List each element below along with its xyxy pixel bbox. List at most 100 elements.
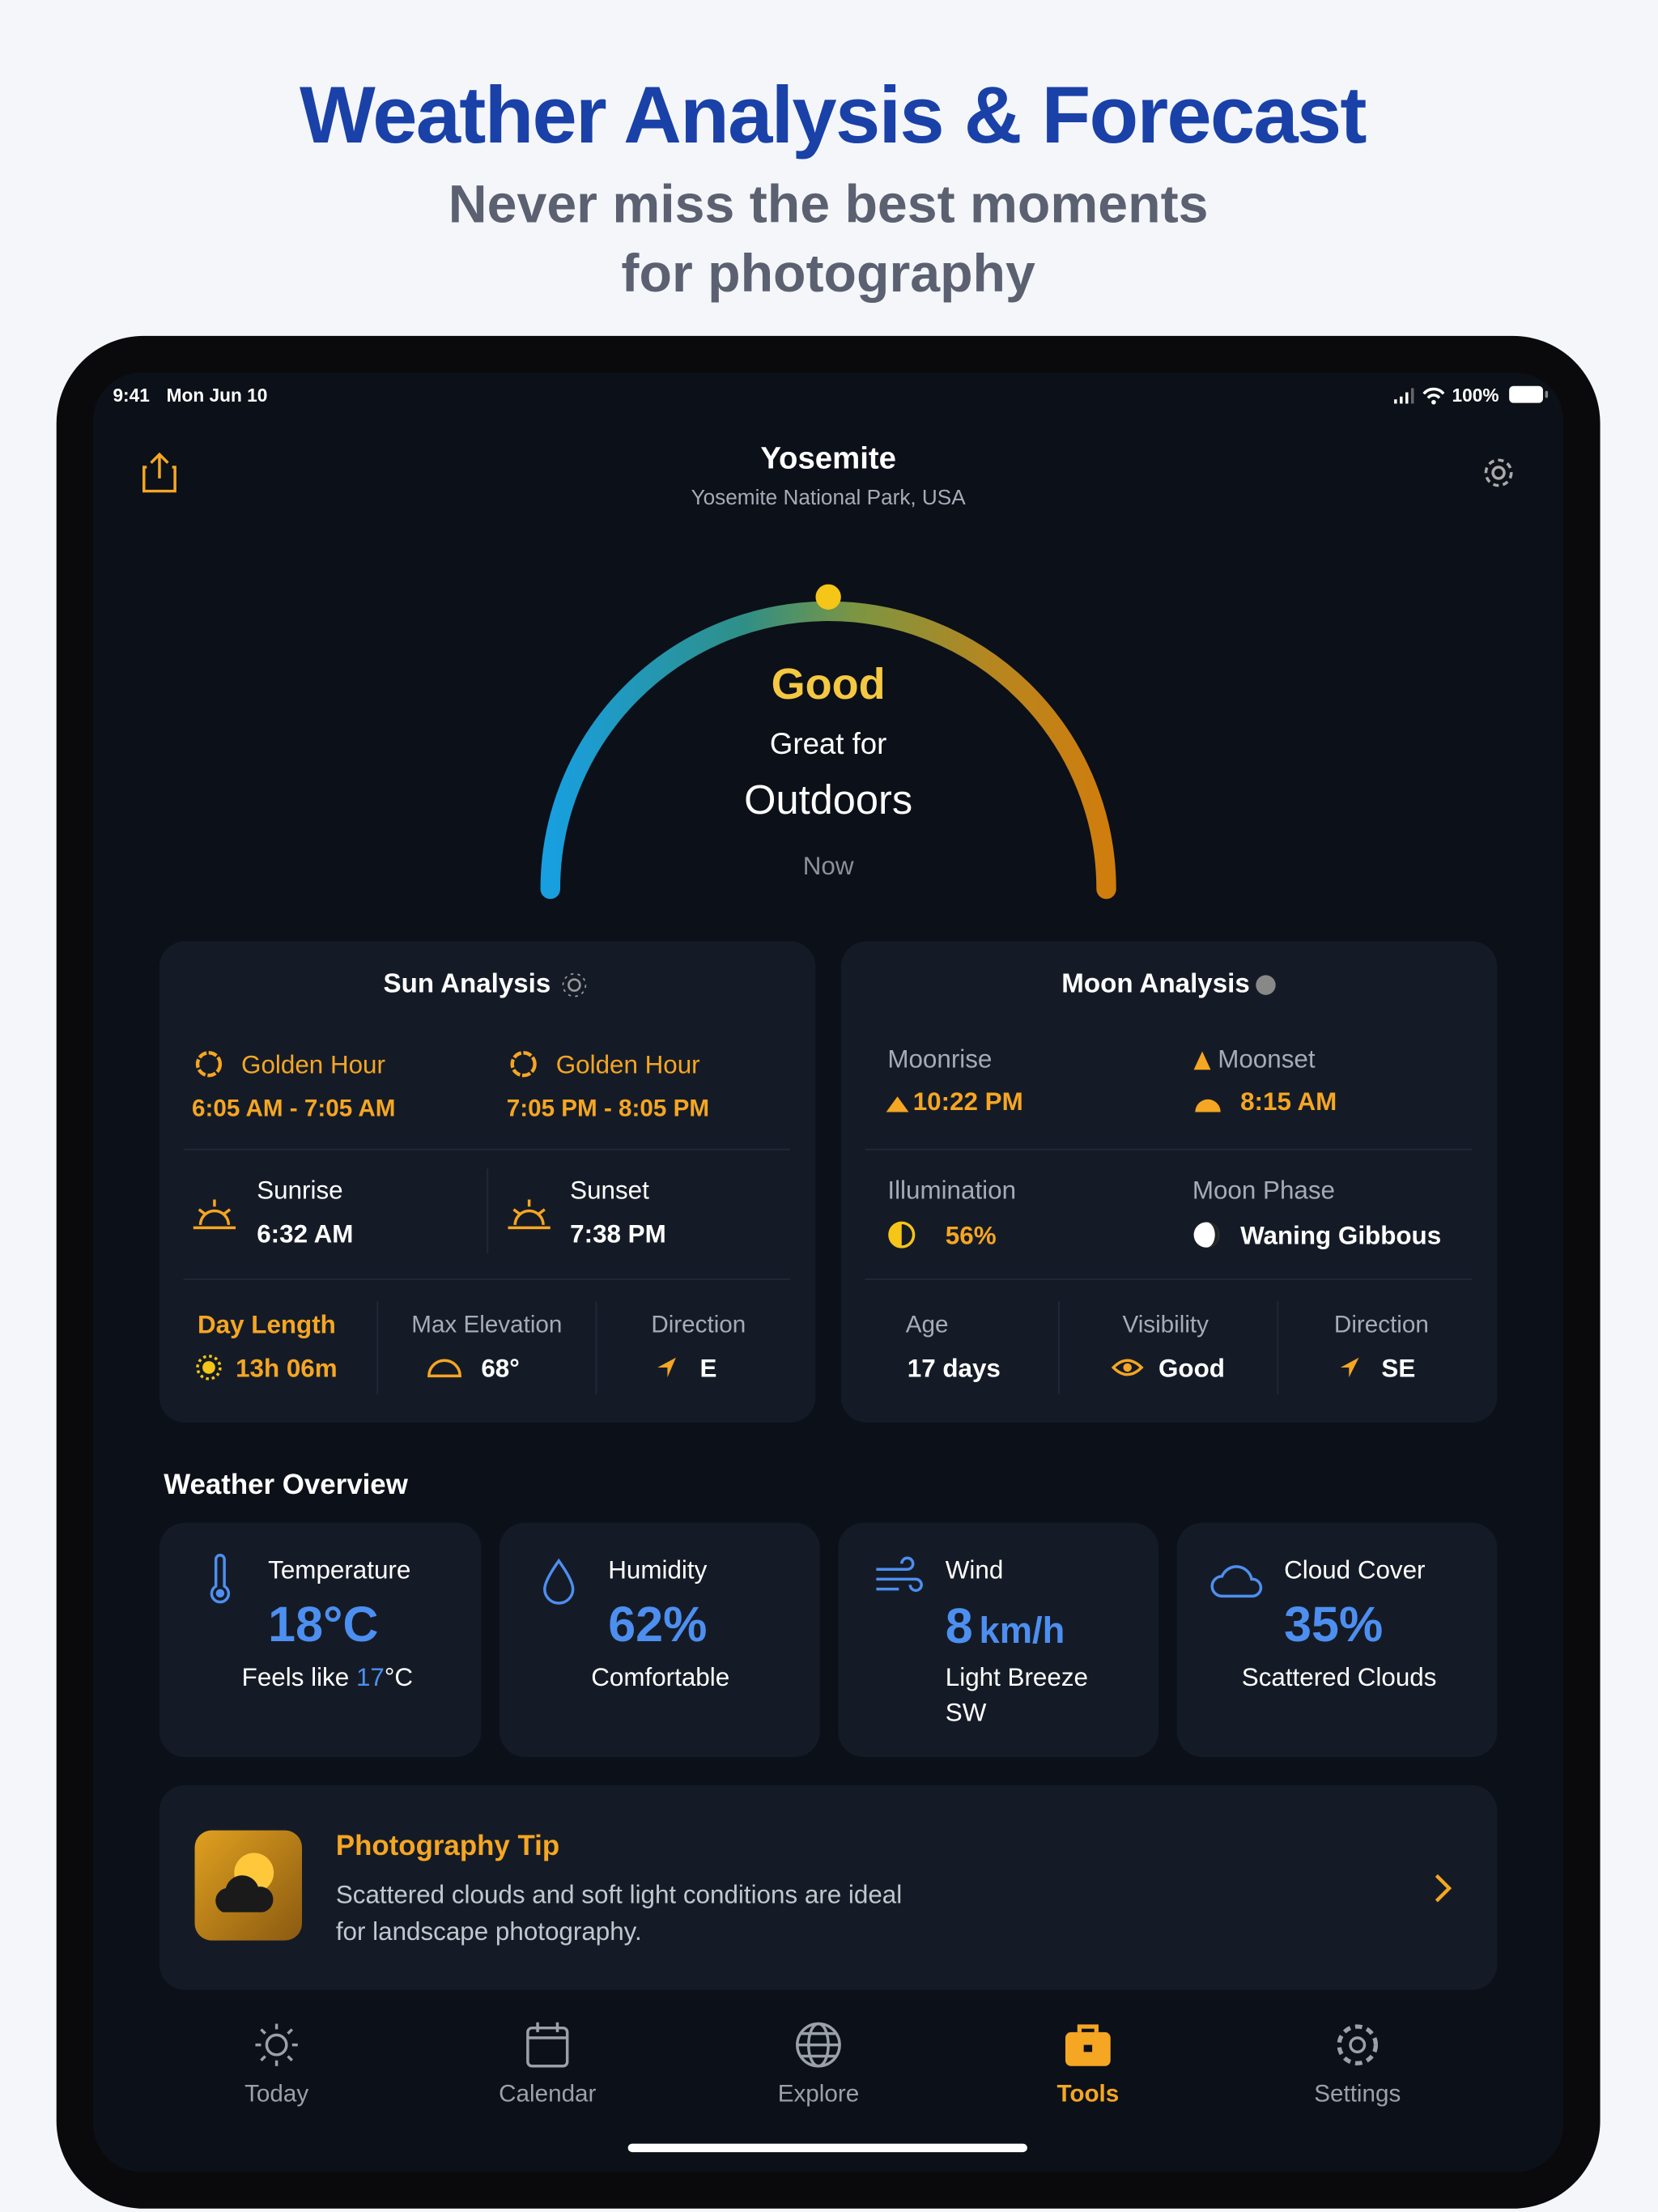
location-region: Yosemite National Park, USA: [691, 486, 966, 511]
tab[interactable]: Explore: [755, 2018, 882, 2116]
golden-hour-time: 7:05 PM - 8:05 PM: [506, 1095, 710, 1122]
settings-button[interactable]: [1480, 454, 1516, 491]
divider: [865, 1278, 1472, 1280]
card-title: Sun Analysis: [383, 969, 551, 1000]
tab-icon: [526, 2022, 569, 2068]
wind-icon: [876, 1556, 923, 1593]
temperature-card: [159, 1522, 482, 1758]
battery-icon: [1509, 385, 1549, 403]
tab-icon: [255, 2023, 298, 2066]
humidity-value: 62%: [608, 1597, 708, 1653]
tab[interactable]: Settings: [1294, 2018, 1421, 2116]
tip-text: Scattered clouds and soft light conditio…: [335, 1880, 903, 1909]
sunrise-time: 6:32 AM: [257, 1219, 354, 1249]
divider: [595, 1301, 597, 1395]
home-indicator: [627, 2143, 1027, 2153]
moon-card: [840, 941, 1498, 1423]
divider: [1277, 1301, 1279, 1395]
moon-phase-icon: [1193, 1222, 1219, 1248]
page-title: Weather Analysis & Forecast: [299, 70, 1367, 161]
tip-title: Photography Tip: [335, 1831, 560, 1862]
condition-text: Great for: [769, 728, 887, 761]
sun-icon: [562, 972, 587, 998]
sunrise-icon: [193, 1199, 236, 1230]
tab[interactable]: Today: [213, 2018, 340, 2116]
moonrise-icon: [886, 1096, 909, 1112]
temperature-icon: [210, 1554, 231, 1604]
illumination-value: 56%: [945, 1221, 997, 1250]
tab-label: Explore: [777, 2080, 860, 2108]
temperature-value: 18°C: [268, 1597, 379, 1653]
wind-unit: km/h: [979, 1609, 1065, 1652]
tab-icon: [796, 2022, 841, 2068]
stat-value: 17 days: [907, 1354, 1001, 1383]
stat-value: Good: [1158, 1354, 1225, 1383]
stat-label: Day Length: [198, 1310, 336, 1339]
golden-hour-icon: [510, 1051, 537, 1078]
temperature-note: Feels like 17°C: [242, 1663, 413, 1693]
section-title: Weather Overview: [164, 1470, 408, 1501]
sunset-icon: [508, 1199, 551, 1230]
tab[interactable]: Tools: [1024, 2018, 1151, 2116]
divider: [183, 1278, 791, 1280]
condition-gauge: [540, 584, 1116, 900]
note-text: Feels like: [241, 1663, 350, 1691]
divider: [376, 1301, 379, 1395]
humidity-card: [500, 1522, 820, 1758]
moonrise-time: 10:22 PM: [912, 1087, 1023, 1116]
stat-icon: [1340, 1357, 1359, 1378]
golden-hour-label: Golden Hour: [555, 1050, 700, 1079]
divider: [865, 1148, 1472, 1151]
tab-label: Today: [244, 2080, 309, 2108]
card-title: Moon Analysis: [1061, 969, 1250, 1000]
stat-label: Age: [905, 1311, 949, 1338]
status-date: Mon Jun 10: [166, 384, 268, 406]
divider: [487, 1168, 489, 1253]
stat-icon: [427, 1359, 461, 1378]
photo-tip-card[interactable]: [159, 1784, 1498, 1990]
chevron: [1435, 1874, 1452, 1903]
feels-like-unit: °C: [384, 1663, 414, 1691]
moonset-time: 8:15 AM: [1240, 1087, 1337, 1116]
tab-icon: [1337, 2024, 1379, 2065]
condition-period: Now: [802, 851, 854, 880]
tab-icon: [1065, 2024, 1111, 2066]
golden-hour-time: 6:05 AM - 7:05 AM: [192, 1095, 396, 1122]
cloud-value: 35%: [1284, 1597, 1384, 1653]
stat-label: Visibility: [1122, 1311, 1209, 1338]
golden-hour-label: Golden Hour: [241, 1050, 385, 1079]
moon-phase-value: Waning Gibbous: [1240, 1221, 1442, 1250]
card-label: Cloud Cover: [1284, 1555, 1426, 1585]
cloud-card: [1176, 1522, 1498, 1758]
cloud-note: Scattered Clouds: [1241, 1663, 1437, 1691]
card-label: Wind: [945, 1555, 1004, 1585]
tip-icon: [194, 1830, 303, 1941]
condition-rating: Good: [771, 658, 886, 708]
stat-icon: [657, 1357, 676, 1378]
moon-icon: [1256, 975, 1276, 995]
divider: [1058, 1301, 1060, 1395]
moonrise-label: Moonrise: [887, 1044, 993, 1074]
sunset-time: 7:38 PM: [570, 1219, 666, 1249]
tab-label: Tools: [1056, 2080, 1120, 2108]
stat-icon: [1111, 1359, 1144, 1376]
share-button[interactable]: [141, 452, 177, 494]
wind-note: Light Breeze: [945, 1663, 1088, 1691]
moonset-label: Moonset: [1218, 1044, 1316, 1074]
sunset-label: Sunset: [570, 1176, 649, 1205]
page-subtitle: for photography: [621, 245, 1035, 304]
tab[interactable]: Calendar: [484, 2018, 611, 2116]
sunrise-label: Sunrise: [257, 1176, 343, 1205]
stat-value: 68°: [481, 1354, 520, 1383]
stat-value: 13h 06m: [236, 1354, 338, 1383]
golden-hour-icon: [195, 1051, 223, 1078]
moonset-icon: [1195, 1099, 1221, 1112]
tab-label: Settings: [1314, 2080, 1401, 2108]
humidity-note: Comfortable: [591, 1663, 730, 1691]
divider: [183, 1148, 791, 1151]
card-label: Humidity: [608, 1555, 708, 1585]
stat-value: SE: [1381, 1354, 1416, 1383]
status-icons: [1394, 387, 1445, 405]
feels-like-value: 17: [355, 1663, 385, 1691]
